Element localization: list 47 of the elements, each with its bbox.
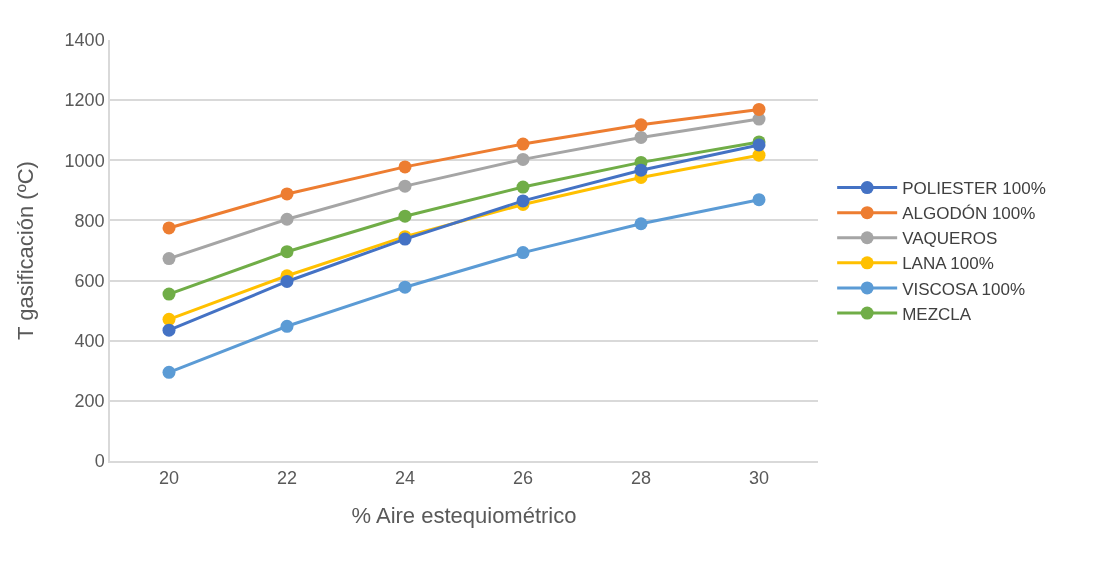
y-tick-label: 1200 — [64, 90, 105, 111]
x-tick-label: 20 — [158, 468, 180, 489]
y-tick-label: 200 — [74, 391, 105, 412]
point — [398, 179, 412, 193]
y-tick-label: 1000 — [64, 150, 105, 171]
x-axis-title: % Aire estequiométrico — [351, 502, 577, 528]
y-tick-label: 1400 — [64, 30, 105, 51]
point — [516, 246, 530, 260]
point — [752, 102, 766, 116]
point — [752, 193, 766, 207]
y-tick-label: 400 — [74, 331, 105, 352]
point — [398, 209, 412, 223]
point — [280, 274, 294, 288]
x-tick-label: 24 — [394, 468, 416, 489]
x-tick-label: 30 — [748, 468, 770, 489]
legend-label: VAQUEROS — [902, 229, 998, 249]
point — [280, 245, 294, 259]
point — [162, 323, 176, 337]
x-tick-label: 26 — [512, 468, 534, 489]
point — [398, 280, 412, 294]
point — [162, 252, 176, 266]
point — [280, 212, 294, 226]
legend-label: POLIESTER 100% — [902, 179, 1046, 199]
point — [162, 365, 176, 379]
point — [162, 221, 176, 235]
point — [162, 287, 176, 301]
point — [634, 163, 648, 177]
legend-label: VISCOSA 100% — [902, 279, 1025, 299]
point — [280, 187, 294, 201]
y-tick-label: 0 — [94, 451, 105, 472]
point — [634, 217, 648, 231]
y-axis-title: T gasificación (ºC) — [12, 161, 38, 340]
y-tick-label: 800 — [74, 210, 105, 231]
point — [398, 160, 412, 174]
point — [162, 312, 176, 326]
x-tick-label: 28 — [630, 468, 652, 489]
point — [516, 137, 530, 151]
point — [516, 180, 530, 194]
point — [280, 319, 294, 333]
point — [634, 130, 648, 144]
point — [516, 152, 530, 166]
legend-label: ALGODÓN 100% — [902, 204, 1036, 224]
point — [634, 118, 648, 132]
legend-label: LANA 100% — [902, 254, 994, 274]
y-tick-label: 600 — [74, 270, 105, 291]
legend-label: MEZCLA — [902, 304, 972, 324]
x-tick-label: 22 — [276, 468, 298, 489]
